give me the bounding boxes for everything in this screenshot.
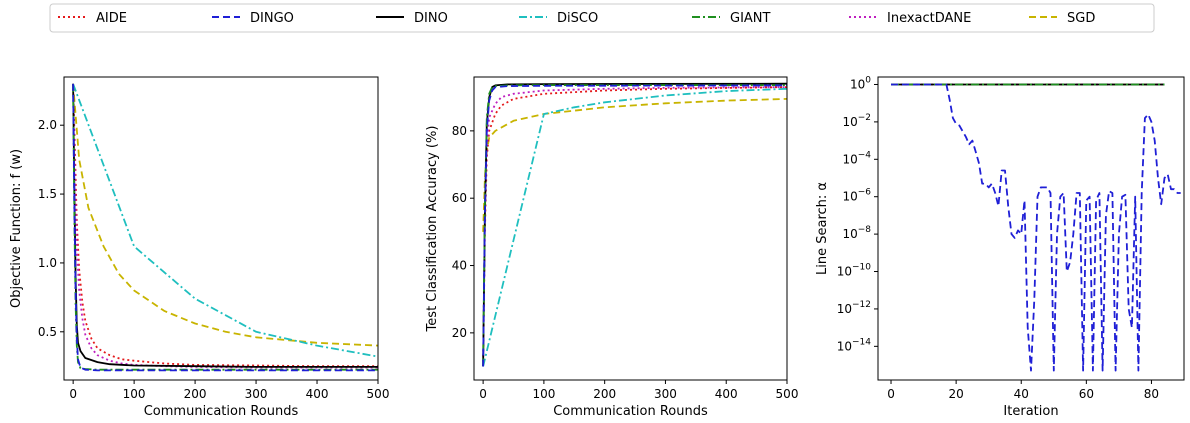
y-tick-label: 2.0 xyxy=(38,118,57,132)
legend-label: GIANT xyxy=(730,11,771,26)
x-tick-label: 200 xyxy=(184,387,207,401)
y-tick-label: 40 xyxy=(452,259,467,273)
x-tick-label: 200 xyxy=(593,387,616,401)
series-line-disco xyxy=(482,87,787,367)
plot-frame xyxy=(473,76,788,381)
series-group xyxy=(891,83,1181,372)
legend-label: DINO xyxy=(414,11,448,26)
series-line-disco xyxy=(72,83,378,358)
x-axis-label: Communication Rounds xyxy=(553,404,708,419)
series-line-giant xyxy=(72,83,378,371)
y-axis-label: Objective Function: f (w) xyxy=(9,149,24,308)
y-tick-label: 0.5 xyxy=(38,325,57,339)
x-tick-label: 20 xyxy=(948,387,963,401)
y-tick-label: 20 xyxy=(452,326,467,340)
y-axis-label: Test Classification Accuracy (%) xyxy=(425,126,440,333)
series-line-sgd xyxy=(482,98,787,232)
x-tick-label: 500 xyxy=(367,387,390,401)
x-axis-label: Iteration xyxy=(1003,404,1058,419)
y-tick-label: 10−8 xyxy=(842,225,871,241)
x-tick-label: 100 xyxy=(532,387,555,401)
legend-entry: DiSCO xyxy=(519,11,598,26)
legend-entry: DINGO xyxy=(212,11,294,26)
legend-entry: GIANT xyxy=(692,11,771,26)
x-tick-label: 300 xyxy=(245,387,268,401)
legend-entry: AIDE xyxy=(58,11,127,26)
x-tick-label: 0 xyxy=(479,387,487,401)
x-tick-label: 400 xyxy=(715,387,738,401)
series-line-aide xyxy=(72,83,378,368)
y-tick-label: 10−14 xyxy=(837,337,872,353)
series-line-dino xyxy=(72,83,378,368)
chart-panel-3: 0 20 40 60 80 100 10−2 10−4 10−6 10−8 10−10 10−12 10… xyxy=(815,75,1185,419)
y-tick-label: 10−2 xyxy=(842,113,871,129)
series-line-dingo xyxy=(891,83,1181,372)
series-line-giant xyxy=(482,84,787,367)
legend: AIDE DINGO DINO DiSCO GIANT InexactDANE SGD xyxy=(49,3,1155,33)
series-group xyxy=(72,83,378,372)
series-line-inexactdane xyxy=(72,83,378,369)
series-line-sgd xyxy=(72,83,378,347)
plot-frame xyxy=(63,76,379,381)
y-tick-label: 100 xyxy=(850,75,871,91)
x-tick-label: 0 xyxy=(69,387,77,401)
y-tick-label: 1.5 xyxy=(38,187,57,201)
y-tick-label: 10−12 xyxy=(837,300,871,316)
x-tick-label: 60 xyxy=(1079,387,1094,401)
legend-label: SGD xyxy=(1067,11,1095,26)
y-tick-label: 60 xyxy=(452,191,467,205)
legend-label: DINGO xyxy=(250,11,294,26)
chart-panel-1: 0 100 200 300 400 500 0.5 1.0 1.5 2.0 Communicatio… xyxy=(9,76,390,419)
y-tick-label: 80 xyxy=(452,124,467,138)
series-line-dingo xyxy=(482,84,787,367)
series-line-dino xyxy=(482,82,787,367)
x-tick-label: 300 xyxy=(654,387,677,401)
x-axis-label: Communication Rounds xyxy=(144,404,299,419)
x-tick-label: 0 xyxy=(887,387,895,401)
y-tick-label: 1.0 xyxy=(38,256,57,270)
y-axis-label: Line Search: α xyxy=(815,182,830,275)
series-line-dingo xyxy=(72,83,378,372)
x-tick-label: 400 xyxy=(306,387,329,401)
series-group xyxy=(482,82,787,367)
legend-label: AIDE xyxy=(96,11,127,26)
x-tick-label: 40 xyxy=(1014,387,1029,401)
x-tick-label: 80 xyxy=(1144,387,1159,401)
legend-label: DiSCO xyxy=(557,11,598,26)
legend-frame xyxy=(49,3,1155,33)
legend-entry: SGD xyxy=(1029,11,1095,26)
y-tick-label: 10−10 xyxy=(837,263,872,279)
y-tick-label: 10−6 xyxy=(842,188,871,204)
y-tick-label: 10−4 xyxy=(842,150,871,166)
legend-entry: DINO xyxy=(376,11,448,26)
plot-frame xyxy=(877,76,1185,381)
x-tick-label: 100 xyxy=(123,387,146,401)
x-tick-label: 500 xyxy=(776,387,799,401)
chart-panel-2: 0 100 200 300 400 500 20 40 60 80 Communication Ro… xyxy=(425,76,799,419)
series-line-inexactdane xyxy=(482,86,787,367)
legend-label: InexactDANE xyxy=(887,11,971,26)
legend-entry: InexactDANE xyxy=(849,11,971,26)
series-line-aide xyxy=(482,86,787,367)
